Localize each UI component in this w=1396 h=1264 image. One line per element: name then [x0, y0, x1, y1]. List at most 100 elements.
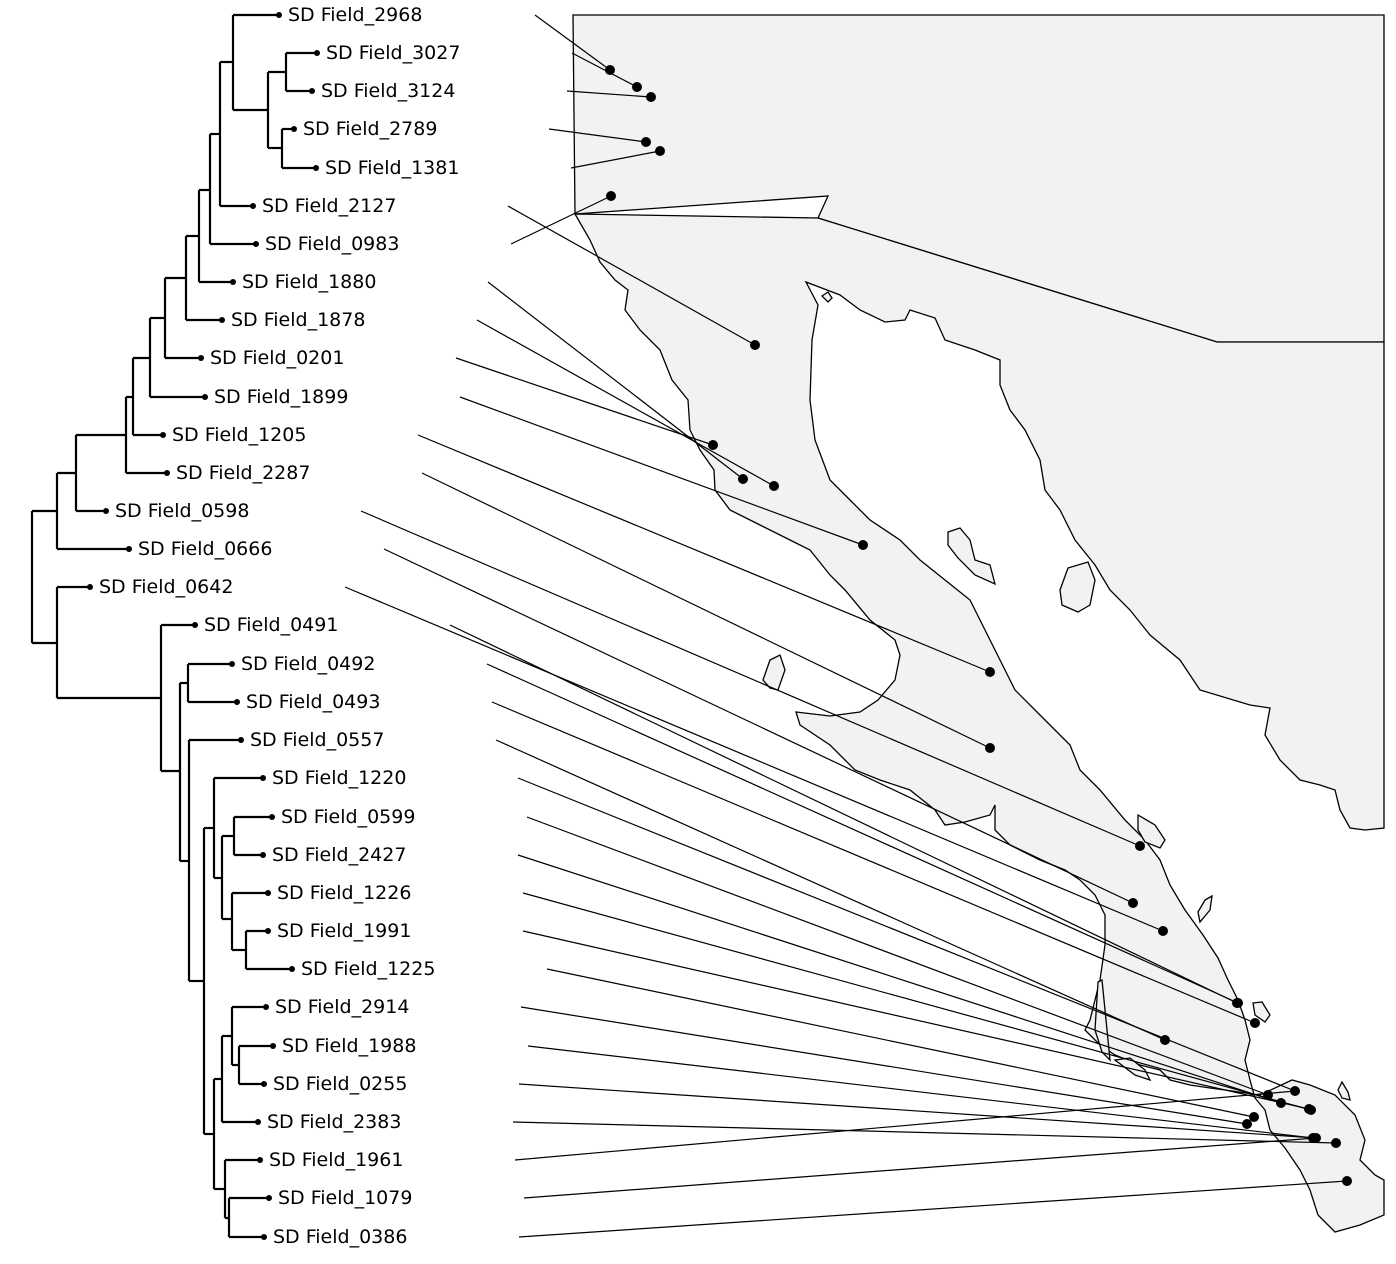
tip-label: SD Field_2287 — [176, 462, 310, 484]
tip-label: SD Field_0386 — [273, 1226, 407, 1248]
map-point — [1242, 1119, 1252, 1129]
tip-label: SD Field_2968 — [288, 4, 422, 26]
tip-dot — [250, 203, 256, 209]
tip-label: SD Field_0255 — [273, 1073, 407, 1095]
connector-lines — [344, 14, 1348, 1238]
tip-label: SD Field_1988 — [282, 1035, 416, 1057]
tip-dot — [229, 661, 235, 667]
connector-line — [517, 854, 1282, 1104]
tip-label: SD Field_0491 — [204, 614, 338, 636]
map-point — [1128, 898, 1138, 908]
tip-label: SD Field_1991 — [277, 920, 411, 942]
tip-dot — [234, 699, 240, 705]
tip-label: SD Field_0666 — [138, 538, 272, 560]
tip-dot — [313, 165, 319, 171]
map-point — [858, 540, 868, 550]
map-point — [641, 137, 651, 147]
tip-label: SD Field_1220 — [272, 767, 406, 789]
map-island-6 — [1197, 894, 1213, 924]
tip-dot — [289, 966, 295, 972]
tip-dot — [160, 432, 166, 438]
connector-line — [383, 548, 1134, 904]
tip-label: SD Field_0201 — [210, 347, 344, 369]
tip-dot — [266, 1195, 272, 1201]
tip-label: SD Field_2383 — [267, 1111, 401, 1133]
tip-dot — [265, 890, 271, 896]
map-point — [1290, 1086, 1300, 1096]
connector-line — [459, 396, 864, 546]
connector-line — [534, 14, 611, 71]
map-island-2 — [947, 527, 996, 586]
map-point — [605, 65, 615, 75]
connector-line — [491, 701, 1256, 1024]
tip-label: SD Field_2427 — [272, 844, 406, 866]
map-point — [1135, 841, 1145, 851]
map-island-10 — [1337, 1080, 1351, 1101]
tip-label: SD Field_2914 — [275, 996, 409, 1018]
map-point — [708, 440, 718, 450]
connector-line — [527, 1045, 1314, 1139]
tip-label: SD Field_1880 — [242, 271, 376, 293]
tip-label: SD Field_1225 — [301, 958, 435, 980]
map — [572, 14, 1385, 1233]
tip-label: SD Field_1226 — [277, 882, 411, 904]
connector-line — [522, 892, 1312, 1111]
map-island-8 — [1094, 978, 1111, 1062]
tip-label: SD Field_1079 — [278, 1187, 412, 1209]
tip-label: SD Field_0492 — [241, 653, 375, 675]
tip-label: SD Field_1205 — [172, 424, 306, 446]
map-point — [1160, 1035, 1170, 1045]
tip-label: SD Field_0642 — [99, 576, 233, 598]
tip-dot — [202, 394, 208, 400]
tip-dot — [164, 470, 170, 476]
map-point — [606, 191, 616, 201]
connector-line — [476, 319, 775, 487]
map-point — [1249, 1112, 1259, 1122]
map-land-baja — [573, 213, 1385, 1233]
connector-line — [514, 1090, 1296, 1161]
map-point — [1304, 1104, 1314, 1114]
connector-line — [523, 1137, 1317, 1199]
connector-line — [507, 205, 756, 346]
map-point — [632, 82, 642, 92]
connector-line — [518, 1180, 1348, 1238]
connector-line — [455, 357, 714, 446]
tip-dot — [314, 50, 320, 56]
tip-dot — [198, 355, 204, 361]
connector-line — [344, 586, 1164, 932]
map-island-5 — [1137, 813, 1166, 849]
connector-line — [520, 1006, 1248, 1125]
connector-line — [486, 663, 1239, 1004]
connector-line — [570, 150, 661, 169]
map-point — [1250, 1018, 1260, 1028]
tip-dot — [269, 814, 275, 820]
map-point — [1311, 1133, 1321, 1143]
map-point — [1263, 1090, 1273, 1100]
tip-dot — [103, 508, 109, 514]
map-point — [646, 92, 656, 102]
map-island-7 — [1252, 1001, 1271, 1023]
connector-line — [566, 90, 652, 98]
tip-label: SD Field_0598 — [115, 500, 249, 522]
tip-dot — [260, 775, 266, 781]
tip-label: SD Field_3124 — [321, 80, 455, 102]
tip-label: SD Field_0493 — [246, 691, 380, 713]
tip-label: SD Field_3027 — [326, 42, 460, 64]
tip-dot — [219, 317, 225, 323]
map-island-1 — [820, 291, 833, 303]
connector-line — [495, 739, 1166, 1041]
tip-dot — [126, 546, 132, 552]
tip-label: SD Field_1899 — [214, 386, 348, 408]
tip-dot — [265, 928, 271, 934]
map-point — [769, 481, 779, 491]
tip-dot — [238, 737, 244, 743]
tip-label: SD Field_2127 — [262, 195, 396, 217]
connector-line — [417, 434, 991, 673]
map-island-3 — [1059, 561, 1096, 613]
tip-dot — [261, 1081, 267, 1087]
tip-dot — [230, 279, 236, 285]
connector-line — [548, 128, 647, 143]
map-point — [738, 474, 748, 484]
